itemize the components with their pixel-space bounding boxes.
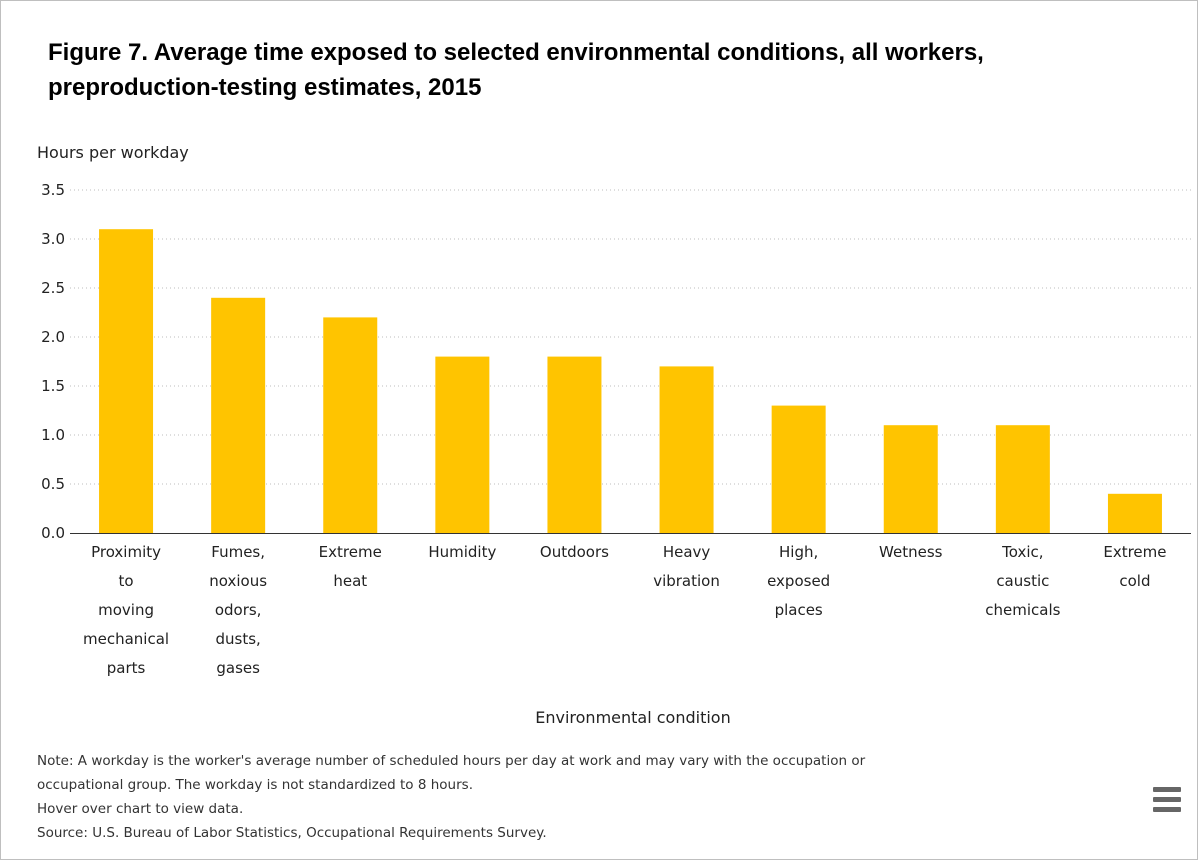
source-text: Source: U.S. Bureau of Labor Statistics,… [37,825,547,841]
y-tick-label: 0.0 [41,524,65,542]
y-tick-label: 1.5 [41,377,65,395]
y-tick-label: 3.5 [41,181,65,199]
bar[interactable] [99,229,154,533]
bars [99,229,1162,533]
x-axis-categories: Proximity to moving mechanical parts Fumes, no… [83,543,1167,677]
y-tick-label: 0.5 [41,475,65,493]
y-tick-label: 3.0 [41,230,65,248]
chart-title: Figure 7. Average time exposed to select… [48,39,984,101]
y-axis-title: Hours per workday [37,143,189,162]
bar[interactable] [771,405,826,533]
x-category-label: Proximity to moving mechanical parts [83,543,169,677]
x-category-label: Heavy vibration [653,543,720,590]
chart-notes: Note: A workday is the worker's average … [37,749,1137,845]
x-category-label: Toxic, caustic chemicals [985,543,1060,619]
x-category-label: Extreme cold [1103,543,1166,590]
x-category-label: Extreme heat [319,543,382,590]
x-category-label: Fumes, noxious odors, dusts, gases [209,543,267,677]
x-category-label: High, exposed places [767,543,830,619]
bar-chart[interactable]: Hours per workday 0.0 0.5 1.0 1.5 2.0 2.5 3.0 3… [1,131,1200,731]
x-category-label: Wetness [879,543,943,561]
y-tick-label: 2.5 [41,279,65,297]
bar[interactable] [435,356,490,533]
y-tick-label: 1.0 [41,426,65,444]
bar[interactable] [211,297,266,533]
y-tick-label: 2.0 [41,328,65,346]
bar[interactable] [995,425,1050,533]
gridlines [70,189,1191,485]
x-category-label: Humidity [428,543,496,561]
note-text-line-2: occupational group. The workday is not s… [37,777,473,793]
bar[interactable] [659,366,714,533]
bar[interactable] [547,356,602,533]
bar[interactable] [883,425,938,533]
hamburger-menu-icon[interactable] [1151,785,1183,815]
x-axis-title: Environmental condition [535,708,730,727]
y-axis-ticks: 0.0 0.5 1.0 1.5 2.0 2.5 3.0 3.5 [41,181,65,542]
bar[interactable] [323,317,378,533]
bar[interactable] [1107,493,1162,533]
note-text-line-1: Note: A workday is the worker's average … [37,753,866,769]
hover-hint: Hover over chart to view data. [37,801,244,817]
x-category-label: Outdoors [540,543,609,561]
